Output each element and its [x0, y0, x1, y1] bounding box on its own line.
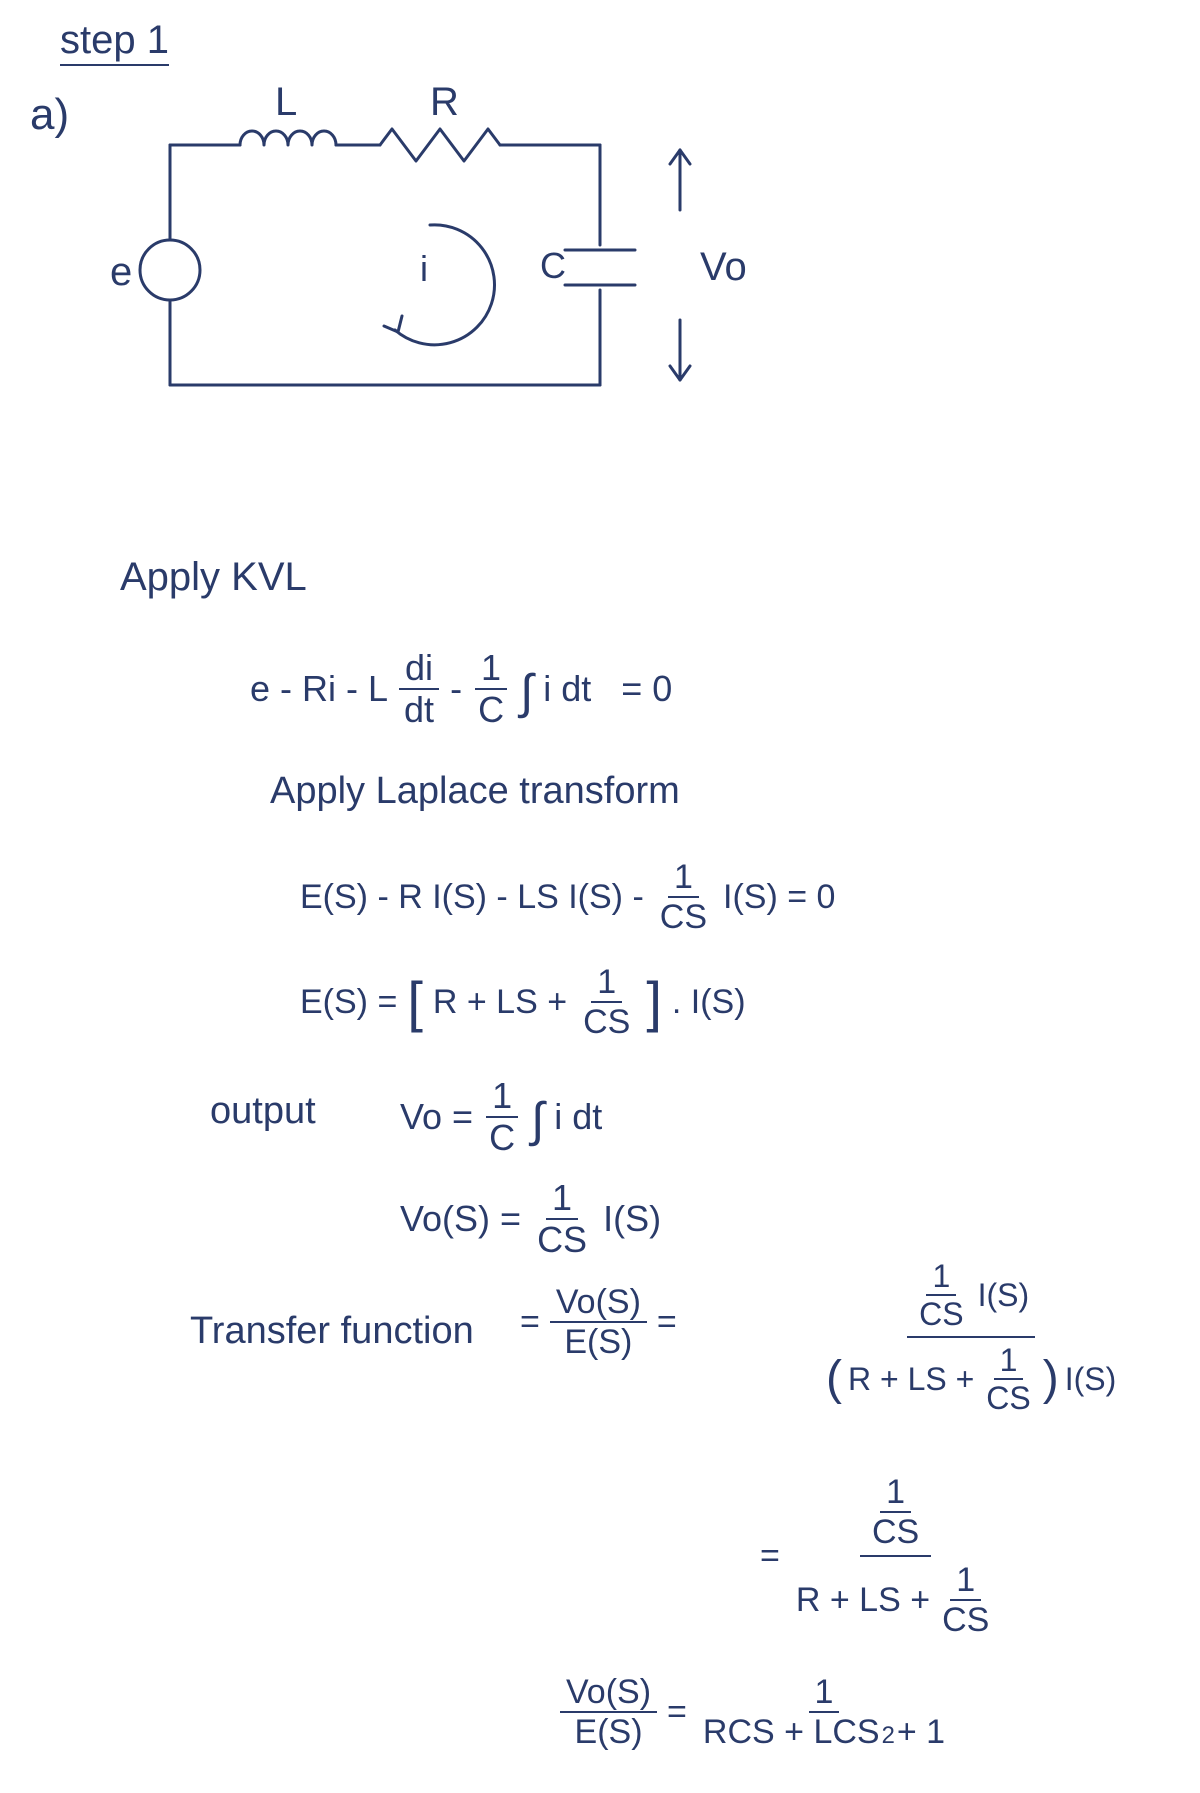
- final-lhs-d: E(S): [569, 1713, 649, 1749]
- final-rhs-n: 1: [809, 1675, 840, 1713]
- tf-eq3: =: [760, 1537, 780, 1576]
- paren-right-icon: ): [1043, 1360, 1059, 1398]
- tf-r1-den-pre: R + LS +: [848, 1363, 974, 1395]
- tf-eq1: =: [520, 1303, 540, 1342]
- tf-eq2: =: [657, 1303, 677, 1342]
- lap2-lhs: E(S) =: [300, 983, 397, 1022]
- vos-tail: I(S): [603, 1198, 661, 1240]
- lap2-fn: 1: [591, 965, 622, 1003]
- out-idt: i dt: [554, 1096, 602, 1138]
- circuit-diagram: [0, 0, 1200, 500]
- integral-icon: ∫: [520, 674, 533, 712]
- tf-r2-num-fn: 1: [880, 1475, 911, 1513]
- vos-lhs: Vo(S) =: [400, 1198, 521, 1240]
- kvl-c: C: [472, 690, 510, 728]
- lap2-fd: CS: [577, 1003, 636, 1039]
- kvl-eq0: = 0: [621, 668, 672, 710]
- eq-laplace1: E(S) - R I(S) - LS I(S) - 1 CS I(S) = 0: [300, 860, 835, 934]
- kvl-minus: -: [450, 668, 462, 710]
- tf-r1-num-fd: CS: [913, 1296, 969, 1330]
- kvl-1: 1: [475, 650, 507, 690]
- eq-tf-left: = Vo(S) E(S) =: [520, 1285, 677, 1359]
- lap1-tail: I(S) = 0: [723, 878, 835, 917]
- eq-vos: Vo(S) = 1 CS I(S): [400, 1180, 661, 1258]
- apply-laplace: Apply Laplace transform: [270, 770, 680, 813]
- lap1-fd: CS: [654, 898, 713, 934]
- kvl-idt: i dt: [543, 668, 591, 710]
- tf-r2-den-pre: R + LS +: [796, 1583, 930, 1617]
- eq-tf-r1: 1 CS I(S) ( R + LS + 1 CS ) I(S): [820, 1260, 1122, 1414]
- lap1-fn: 1: [668, 860, 699, 898]
- transfer-label: Transfer function: [190, 1310, 474, 1353]
- final-eq: =: [667, 1693, 687, 1732]
- label-C: C: [540, 245, 566, 287]
- lap1-lhs: E(S) - R I(S) - LS I(S) -: [300, 878, 644, 917]
- tf-r1-den-fd: CS: [980, 1380, 1036, 1414]
- kvl-dt: dt: [398, 690, 440, 728]
- tf-r2-den-fn: 1: [950, 1563, 981, 1601]
- out-vo: Vo =: [400, 1096, 473, 1138]
- final-lhs-n: Vo(S): [560, 1675, 657, 1713]
- bracket-left-icon: [: [407, 980, 423, 1025]
- tf-lhs-d: E(S): [558, 1323, 638, 1359]
- eq-kvl: e - Ri - L di dt - 1 C ∫ i dt = 0: [250, 650, 672, 728]
- label-i: i: [420, 248, 428, 290]
- eq-tf-r2: = 1 CS R + LS + 1 CS: [760, 1475, 1001, 1637]
- tf-r2-num-fd: CS: [866, 1513, 925, 1549]
- vos-fn: 1: [546, 1180, 578, 1220]
- final-rhs-d-a: RCS + LCS: [703, 1715, 880, 1749]
- final-sq: 2: [882, 1724, 895, 1748]
- out-fd: C: [483, 1118, 521, 1156]
- label-e: e: [110, 250, 132, 295]
- eq-laplace2: E(S) = [ R + LS + 1 CS ] . I(S): [300, 965, 746, 1039]
- tf-r1-num-tail: I(S): [978, 1279, 1030, 1311]
- label-R: R: [430, 80, 459, 125]
- out-fn: 1: [486, 1078, 518, 1118]
- bracket-right-icon: ]: [646, 980, 662, 1025]
- output-label: output: [210, 1090, 316, 1133]
- eq-output: Vo = 1 C ∫ i dt: [400, 1078, 602, 1156]
- tf-r2-den-fd: CS: [936, 1601, 995, 1637]
- lap2-tail: . I(S): [672, 983, 746, 1022]
- lap2-R: R + LS +: [433, 983, 567, 1022]
- tf-r1-den-tail: I(S): [1065, 1363, 1117, 1395]
- tf-r1-den-fn: 1: [994, 1344, 1024, 1380]
- vos-fd: CS: [531, 1220, 593, 1258]
- integral-icon-2: ∫: [531, 1102, 544, 1140]
- label-Vo: Vo: [700, 245, 747, 290]
- eq-final: Vo(S) E(S) = 1 RCS + LCS2 + 1: [560, 1675, 951, 1749]
- final-rhs-d-b: + 1: [897, 1715, 945, 1749]
- kvl-lhs: e - Ri - L: [250, 668, 388, 710]
- kvl-di: di: [399, 650, 439, 690]
- paren-left-icon: (: [826, 1360, 842, 1398]
- tf-r1-num-fn: 1: [926, 1260, 956, 1296]
- apply-kvl: Apply KVL: [120, 555, 307, 600]
- tf-lhs-n: Vo(S): [550, 1285, 647, 1323]
- label-L: L: [275, 80, 297, 125]
